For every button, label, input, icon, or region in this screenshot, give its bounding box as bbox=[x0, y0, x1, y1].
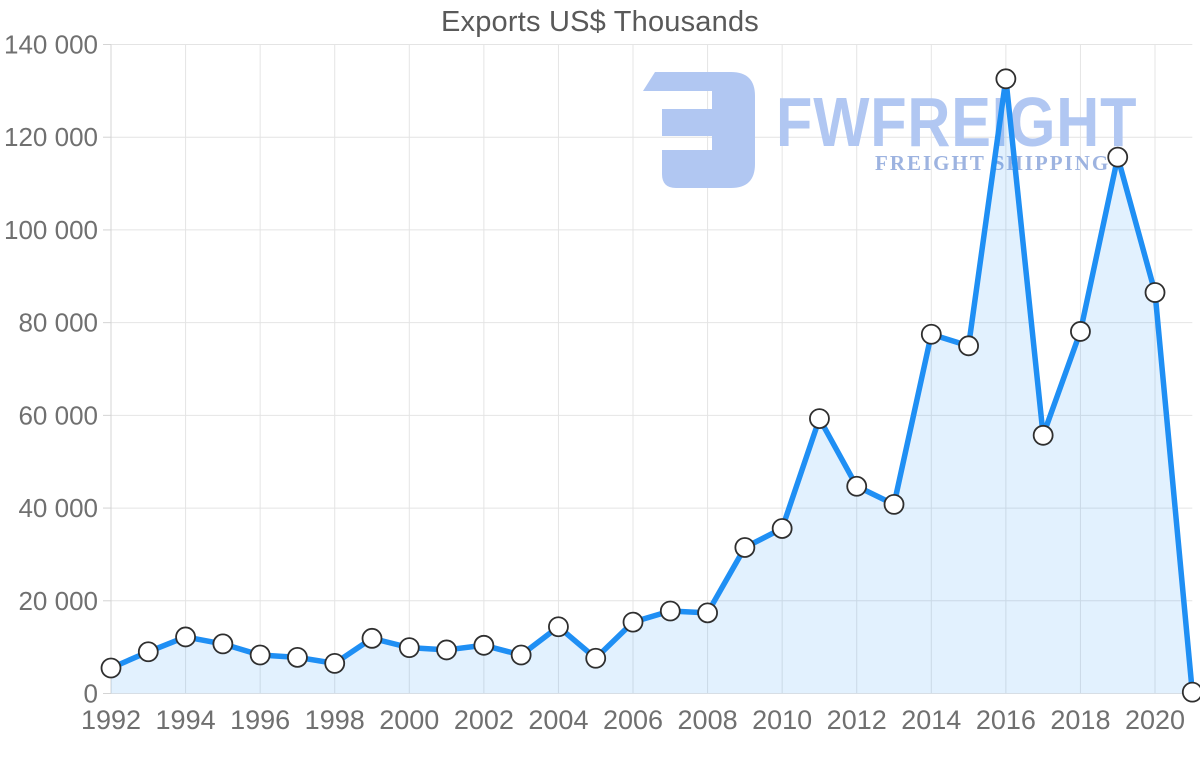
data-point[interactable] bbox=[1144, 282, 1166, 303]
data-point[interactable] bbox=[175, 626, 196, 648]
data-point[interactable] bbox=[697, 602, 718, 624]
y-axis-tick-label: 80 000 bbox=[18, 308, 98, 338]
data-point[interactable] bbox=[1181, 681, 1200, 703]
data-point[interactable] bbox=[324, 652, 346, 674]
data-point[interactable] bbox=[249, 644, 271, 666]
data-point[interactable] bbox=[585, 647, 607, 669]
y-axis-tick-label: 20 000 bbox=[18, 586, 98, 616]
data-point[interactable] bbox=[287, 646, 308, 668]
x-axis-tick-label: 2010 bbox=[752, 705, 812, 735]
x-axis-tick-label: 2002 bbox=[454, 705, 514, 735]
x-axis-tick-label: 1992 bbox=[81, 705, 141, 735]
x-axis-tick-label: 2004 bbox=[528, 705, 588, 735]
data-point[interactable] bbox=[1032, 424, 1054, 446]
x-axis-tick-label: 2008 bbox=[678, 705, 738, 735]
x-axis-tick-label: 1998 bbox=[305, 705, 365, 735]
y-axis-tick-label: 60 000 bbox=[18, 400, 98, 430]
x-axis-tick-label: 2012 bbox=[827, 705, 887, 735]
x-axis-tick-label: 2006 bbox=[603, 705, 663, 735]
data-point[interactable] bbox=[1107, 146, 1129, 168]
data-point[interactable] bbox=[622, 611, 644, 633]
data-point[interactable] bbox=[436, 639, 457, 661]
data-point[interactable] bbox=[659, 600, 681, 622]
data-point[interactable] bbox=[995, 68, 1017, 90]
x-axis-tick-label: 1996 bbox=[230, 705, 290, 735]
y-axis-tick-label: 120 000 bbox=[4, 122, 98, 152]
y-axis-tick-label: 140 000 bbox=[4, 30, 98, 60]
data-point[interactable] bbox=[548, 616, 569, 638]
y-axis-tick-label: 100 000 bbox=[4, 215, 98, 245]
data-point[interactable] bbox=[920, 323, 942, 345]
data-point[interactable] bbox=[883, 493, 905, 515]
x-axis-tick-label: 2014 bbox=[901, 705, 961, 735]
data-point[interactable] bbox=[361, 627, 383, 649]
x-axis-tick-label: 2000 bbox=[379, 705, 439, 735]
chart-title: Exports US$ Thousands bbox=[440, 6, 759, 38]
data-point[interactable] bbox=[137, 641, 159, 663]
data-point[interactable] bbox=[734, 537, 756, 558]
data-point[interactable] bbox=[958, 335, 979, 357]
data-point[interactable] bbox=[398, 637, 420, 659]
data-point[interactable] bbox=[473, 634, 495, 656]
data-point[interactable] bbox=[771, 518, 793, 539]
data-point[interactable] bbox=[846, 475, 868, 497]
x-axis-tick-label: 2018 bbox=[1050, 705, 1110, 735]
data-point[interactable] bbox=[212, 633, 234, 655]
data-point[interactable] bbox=[510, 644, 532, 666]
y-axis-tick-label: 0 bbox=[84, 679, 98, 709]
data-point[interactable] bbox=[100, 657, 122, 679]
series-area bbox=[111, 78, 1193, 694]
x-axis-tick-label: 2016 bbox=[976, 705, 1036, 735]
data-point[interactable] bbox=[809, 408, 830, 430]
data-point[interactable] bbox=[1070, 321, 1091, 342]
x-axis-tick-label: 1994 bbox=[156, 705, 216, 735]
x-axis-tick-label: 2020 bbox=[1125, 705, 1185, 735]
y-axis-tick-label: 40 000 bbox=[18, 493, 98, 523]
